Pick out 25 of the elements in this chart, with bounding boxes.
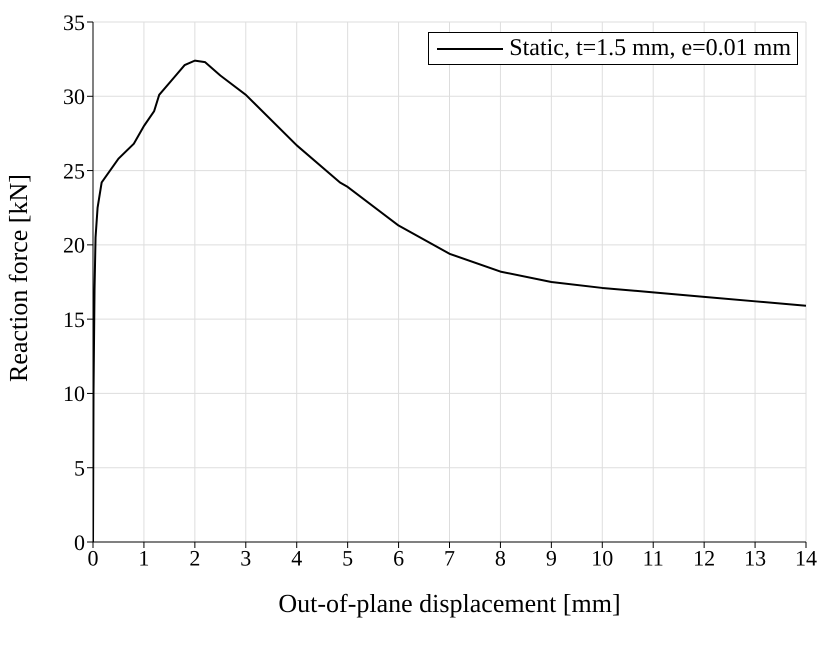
x-tick-label: 14 — [795, 546, 817, 571]
y-tick-label: 35 — [63, 10, 85, 35]
x-tick-label: 4 — [291, 546, 302, 571]
y-tick-label: 10 — [63, 381, 85, 406]
x-tick-label: 5 — [342, 546, 354, 571]
x-tick-label: 3 — [240, 546, 252, 571]
x-tick-label: 11 — [642, 546, 664, 571]
x-tick-label: 7 — [444, 546, 455, 571]
x-tick-label: 13 — [744, 546, 766, 571]
x-tick-label: 2 — [189, 546, 200, 571]
y-tick-label: 30 — [63, 84, 85, 110]
y-tick-label: 0 — [74, 530, 85, 555]
x-tick-label: 6 — [393, 546, 404, 571]
legend-label: Static, t=1.5 mm, e=0.01 mm — [509, 35, 791, 62]
y-tick-label: 5 — [74, 456, 85, 481]
x-tick-label: 8 — [494, 546, 506, 571]
x-axis-title: Out-of-plane displacement [mm] — [278, 589, 621, 618]
x-tick-label: 10 — [591, 546, 614, 571]
x-tick-label: 9 — [546, 546, 557, 571]
x-tick-label: 1 — [138, 546, 150, 571]
y-tick-label: 15 — [63, 306, 85, 332]
y-tick-label: 20 — [63, 232, 85, 258]
x-tick-label: 12 — [693, 546, 716, 571]
y-axis-title: Reaction force [kN] — [4, 174, 34, 382]
y-tick-label: 25 — [63, 158, 85, 184]
